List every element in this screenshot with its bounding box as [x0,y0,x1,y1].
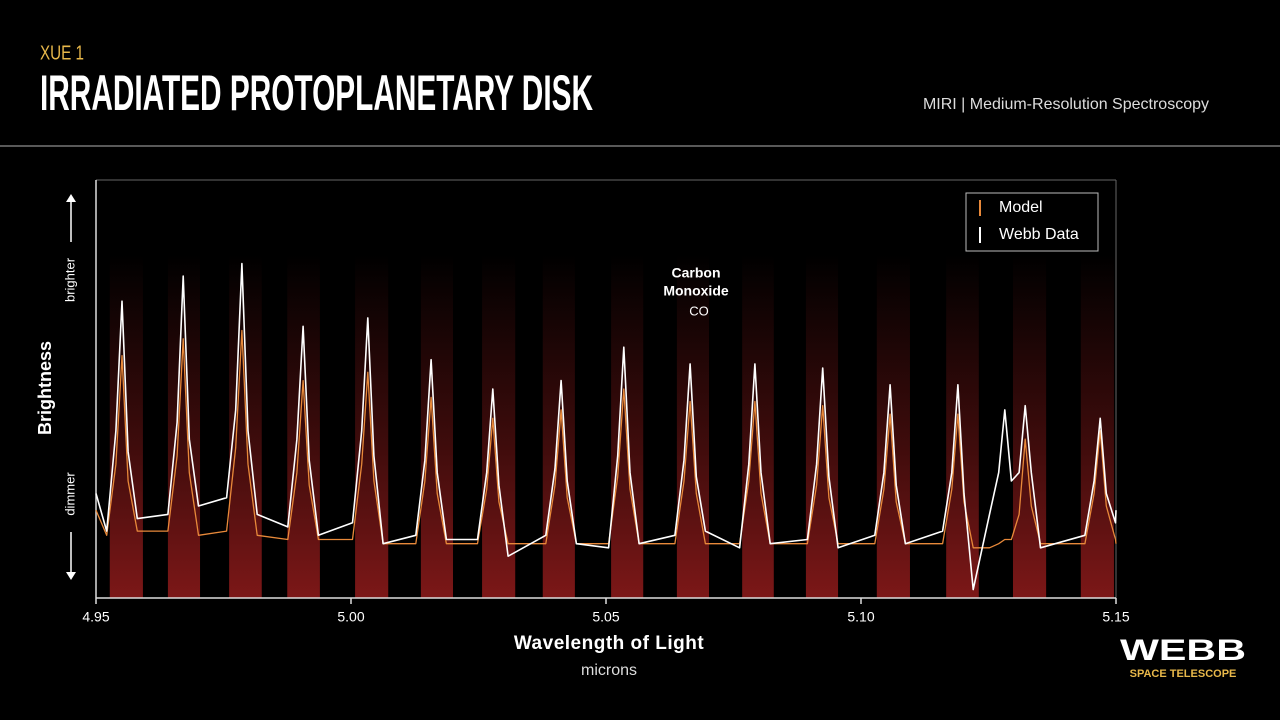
y-high-label: brighter [62,257,77,302]
x-axis-unit: microns [581,662,637,679]
legend-label: Model [999,199,1043,216]
y-low-label: dimmer [62,472,77,516]
co-band [542,255,575,598]
title: IRRADIATED PROTOPLANETARY DISK [40,65,593,121]
co-band [805,255,839,598]
logo-name: WEBB [1120,634,1246,667]
co-band [946,255,979,598]
annotation-line: Carbon [672,265,721,281]
x-tick-label: 4.95 [82,609,109,625]
annotation-formula: CO [689,303,709,318]
x-tick-label: 5.10 [847,609,874,625]
co-band [1012,255,1047,598]
plot: 4.95 5.00 5.05 5.10 5.15 Model Webb Data Carbon… [35,179,1130,679]
co-band [482,255,516,598]
co-band [420,255,453,598]
spectrum-line [95,329,1117,549]
annotation-line: Monoxide [663,283,729,299]
eyebrow: XUE 1 [40,42,84,64]
arrow-down-head [66,572,76,580]
co-band [1080,255,1114,598]
co-band [355,255,389,598]
x-tick-label: 5.00 [337,609,364,625]
x-axis-label: Wavelength of Light [514,633,705,654]
y-axis-label: Brightness [35,341,55,435]
spectrum-line [95,262,1117,591]
x-tick-label: 5.15 [1102,609,1129,625]
arrow-up-head [66,194,76,202]
x-tick-label: 5.05 [592,609,619,625]
co-band [287,255,320,598]
logo-subtitle: SPACE TELESCOPE [1130,668,1237,680]
instrument: MIRI | Medium-Resolution Spectroscopy [923,96,1209,113]
legend: Model Webb Data [965,192,1099,252]
legend-box [965,192,1099,252]
legend-label: Webb Data [999,226,1079,243]
